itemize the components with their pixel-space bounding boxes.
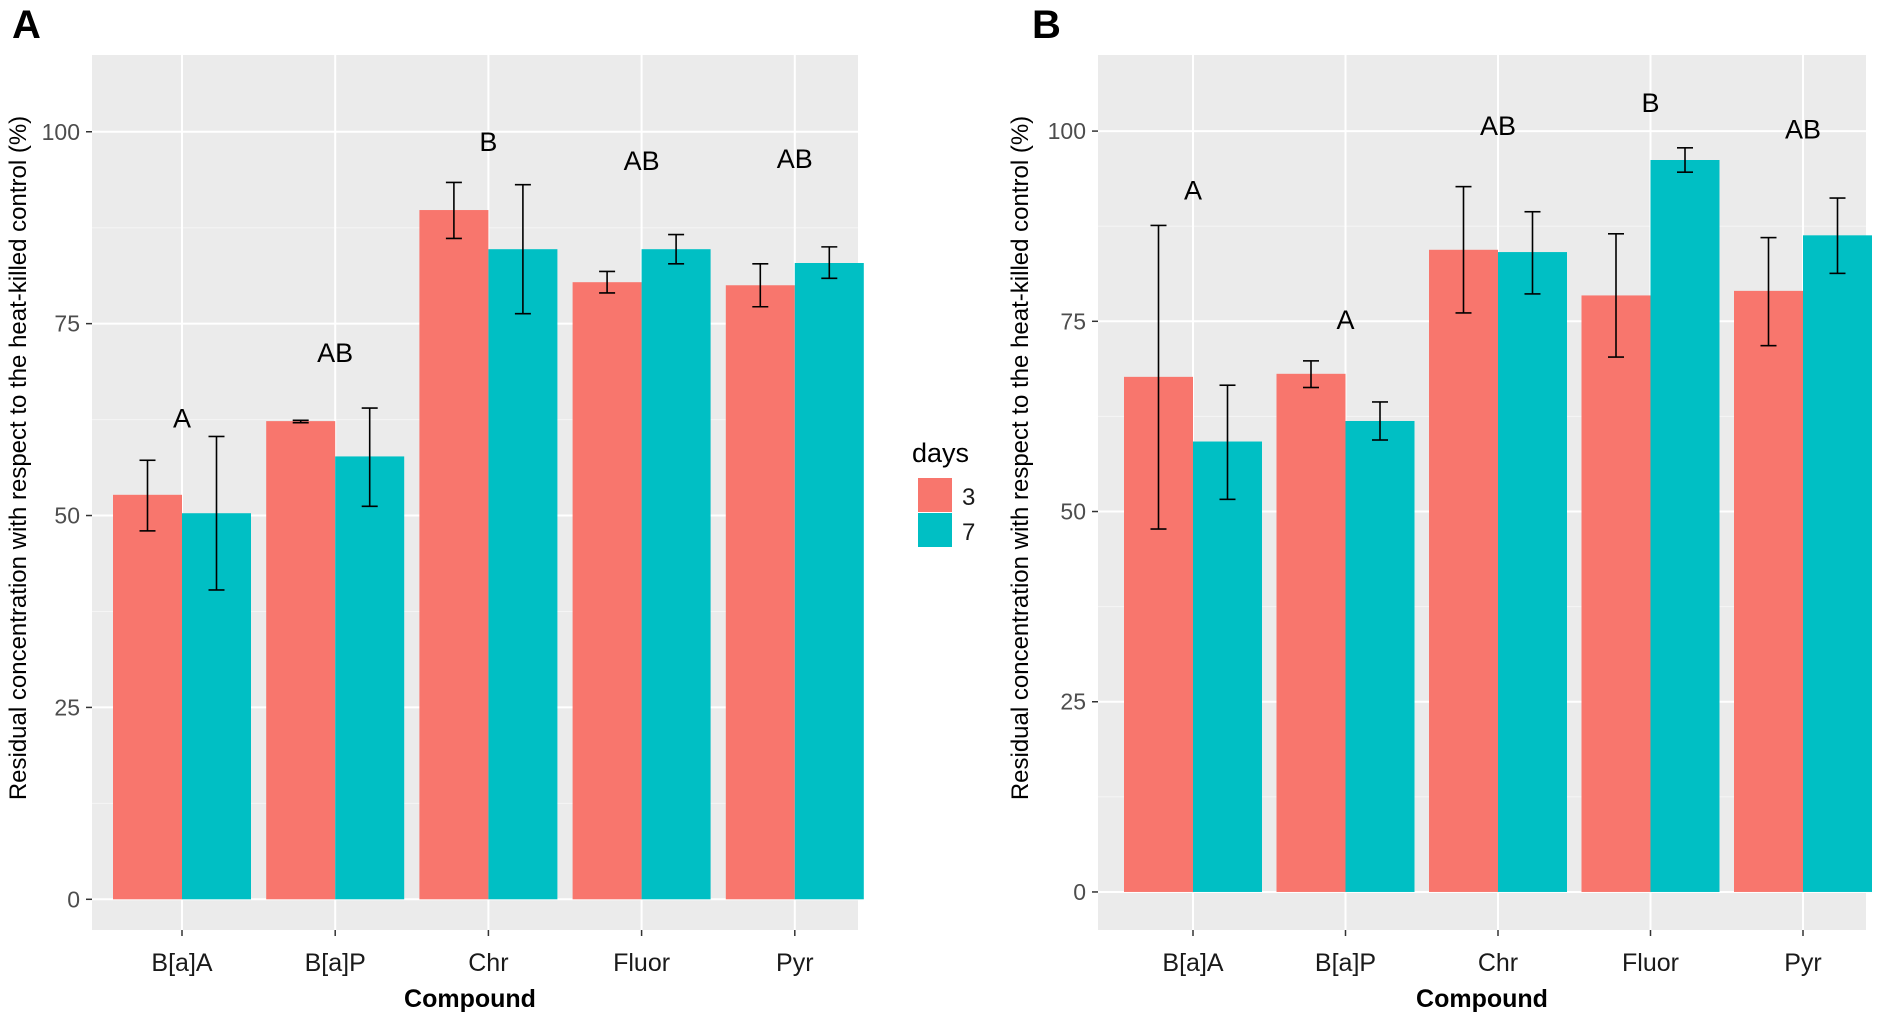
panel-a: A A AB B AB AB 0 25 50 75 100 B[a]A B[a]P Chr Fluor… — [5, 3, 864, 1013]
panel-a-y-tick-label: 25 — [54, 694, 80, 720]
panel-a-bar-bap-day7 — [335, 456, 405, 900]
legend: days 3 7 — [912, 438, 975, 547]
legend-label-3: 3 — [962, 484, 975, 511]
panel-a-y-tick-label: 100 — [42, 119, 80, 145]
panel-b-group-label: B — [1641, 88, 1659, 118]
panel-a-errorbar — [139, 459, 156, 532]
panel-b-error-bars — [1150, 147, 1846, 530]
panel-a-errorbar — [599, 270, 616, 294]
panel-b-x-tick-label: B[a]P — [1315, 949, 1376, 977]
panel-b-bar-chr-day3 — [1429, 249, 1498, 892]
panel-b-x-tick-label: Pyr — [1784, 949, 1822, 977]
panel-b-errorbar — [1524, 210, 1541, 295]
panel-b-x-tick-label: B[a]A — [1162, 949, 1223, 977]
panel-b-bar-fluor-day7 — [1650, 160, 1720, 892]
panel-a-group-label: A — [173, 403, 191, 433]
panel-b-y-tick-label: 0 — [1073, 879, 1086, 905]
legend-label-7: 7 — [962, 519, 975, 546]
panel-b-errorbar — [1677, 147, 1693, 173]
panel-b-bar-pyr-day3 — [1734, 290, 1803, 892]
panel-b-bar-fluor-day3 — [1581, 295, 1651, 892]
legend-title: days — [912, 438, 969, 468]
panel-a-group-label: AB — [777, 144, 813, 174]
panel-b-y-tick-label: 25 — [1060, 689, 1086, 715]
panel-a-errorbar — [752, 262, 769, 308]
panel-b-bar-chr-day7 — [1498, 252, 1567, 892]
panel-a-y-axis-title: Residual concentration with respect to t… — [5, 116, 32, 800]
panel-a-bar-fluor-day7 — [641, 249, 711, 900]
panel-a-bar-chr-day7 — [488, 249, 558, 900]
panel-a-x-tick-label: B[a]P — [305, 949, 366, 977]
panel-a-bars — [113, 210, 864, 900]
panel-a-bar-pyr-day3 — [725, 285, 795, 900]
panel-b-bar-bap-day3 — [1276, 373, 1346, 892]
panel-b-y-tick-label: 100 — [1048, 118, 1086, 144]
panel-b-y-tick-label: 75 — [1060, 308, 1086, 334]
panel-b-errorbar — [1829, 197, 1846, 275]
panel-a-bar-baa-day3 — [113, 494, 182, 900]
panel-b-errorbar — [1303, 360, 1319, 389]
panel-b-errorbar — [1150, 224, 1167, 530]
panel-b-x-axis-title: Compound — [1416, 985, 1548, 1013]
panel-b-bar-baa-day7 — [1193, 441, 1262, 892]
panel-b-y-axis-title: Residual concentration with respect to t… — [1007, 116, 1034, 800]
panel-b-group-label: AB — [1785, 115, 1821, 145]
panel-a-error-bars — [139, 181, 838, 591]
panel-b-group-label: AB — [1480, 111, 1516, 141]
panel-a-group-label: AB — [624, 146, 660, 176]
panel-a-y-tick-label: 0 — [67, 886, 80, 912]
panel-b: B A A AB B AB 0 25 50 75 100 B[a]A B[a]P Chr Fluor P… — [1007, 3, 1872, 1013]
panel-a-bar-fluor-day3 — [572, 282, 642, 900]
panel-b-errorbar — [1608, 233, 1624, 358]
panel-b-letter: B — [1032, 3, 1061, 47]
panel-b-bar-pyr-day7 — [1803, 235, 1872, 892]
panel-a-y-tick-label: 75 — [54, 311, 80, 337]
panel-b-bar-bap-day7 — [1345, 420, 1415, 892]
panel-b-errorbar — [1372, 401, 1388, 441]
panel-a-x-axis-title: Compound — [404, 985, 536, 1013]
panel-a-errorbar — [361, 407, 378, 508]
panel-a-group-label: B — [479, 127, 497, 157]
panel-b-x-ticks: B[a]A B[a]P Chr Fluor Pyr — [1162, 930, 1822, 977]
legend-key-7 — [918, 513, 952, 547]
panel-b-errorbar — [1760, 236, 1777, 347]
panel-a-letter: A — [12, 3, 41, 47]
panel-b-errorbar — [1219, 384, 1236, 501]
panel-a-y-tick-label: 50 — [54, 503, 80, 529]
panel-a-group-labels: A AB B AB AB — [173, 127, 813, 433]
panel-a-errorbar — [445, 181, 462, 240]
panel-a-group-label: AB — [317, 338, 353, 368]
panel-b-group-labels: A A AB B AB — [1184, 88, 1821, 335]
panel-b-y-ticks: 0 25 50 75 100 — [1048, 118, 1098, 905]
panel-b-y-tick-label: 50 — [1060, 499, 1086, 525]
panel-b-x-tick-label: Chr — [1478, 949, 1518, 977]
panel-a-errorbar — [668, 233, 685, 265]
panel-a-errorbar — [514, 183, 531, 315]
panel-a-errorbar — [292, 419, 309, 424]
legend-key-3 — [918, 478, 952, 512]
panel-a-errorbar — [821, 246, 838, 280]
panel-a-bar-bap-day3 — [266, 421, 336, 900]
panel-a-bar-pyr-day7 — [794, 263, 864, 900]
panel-b-group-label: A — [1336, 305, 1354, 335]
panel-b-x-tick-label: Fluor — [1622, 949, 1679, 977]
panel-a-x-tick-label: Chr — [468, 949, 508, 977]
panel-b-errorbar — [1455, 185, 1472, 314]
panel-a-x-tick-label: B[a]A — [151, 949, 212, 977]
panel-a-errorbar — [208, 435, 225, 591]
panel-a-x-ticks: B[a]A B[a]P Chr Fluor Pyr — [151, 930, 814, 977]
panel-a-bar-chr-day3 — [419, 210, 489, 900]
panel-a-x-tick-label: Fluor — [613, 949, 670, 977]
panel-a-x-tick-label: Pyr — [776, 949, 814, 977]
panel-a-y-ticks: 0 25 50 75 100 — [42, 119, 92, 912]
panel-b-group-label: A — [1184, 176, 1202, 206]
panel-b-bars — [1124, 160, 1872, 892]
